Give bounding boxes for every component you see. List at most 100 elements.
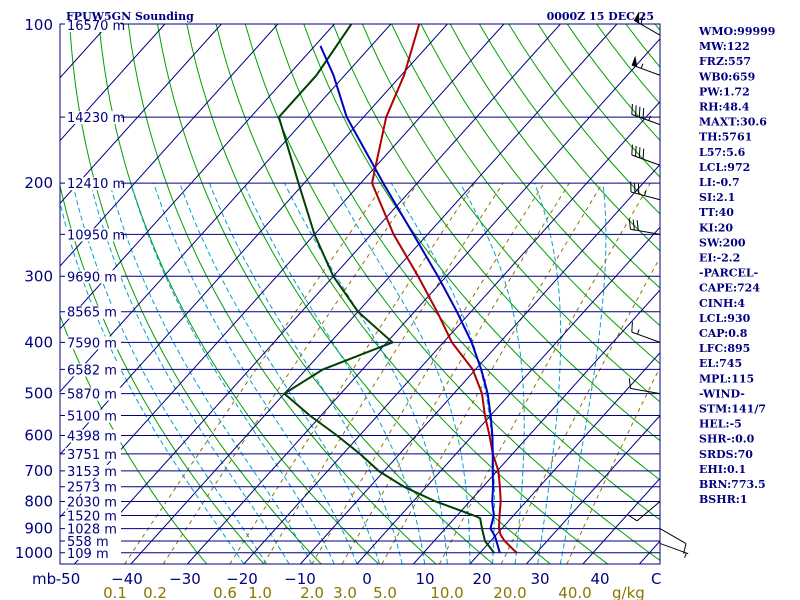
mixing-ratio-label: 0.1 (103, 584, 127, 600)
temperature-label: 20 (472, 570, 491, 588)
index-item: SI:2.1 (699, 191, 735, 204)
height-label: 109 m (67, 547, 109, 562)
index-item: -WIND- (699, 387, 745, 400)
temperature-label: −40 (111, 570, 143, 588)
wind-barb (630, 181, 661, 201)
temperature-labels: -50 −40 −30 −20 −10 0 10 20 30 40 (56, 570, 610, 588)
pressure-label: 200 (24, 174, 53, 192)
wind-barb-full (638, 106, 641, 118)
height-label: 5100 m (67, 410, 117, 425)
wind-barb-full (642, 108, 645, 119)
temperature-label: 0 (362, 570, 372, 588)
index-item: FRZ:557 (699, 55, 751, 68)
mixing-ratio-label: 1.0 (248, 584, 272, 600)
temperature-label: 40 (590, 570, 609, 588)
wind-barb-flag (631, 55, 638, 67)
height-label: 4398 m (67, 429, 117, 444)
wind-barb-full (635, 145, 637, 157)
index-item: SW:200 (699, 236, 746, 249)
height-label: 6582 m (67, 363, 117, 378)
index-item: WMO:99999 (698, 25, 775, 38)
wind-barb-shaft (631, 113, 661, 126)
height-label: 3153 m (67, 465, 117, 480)
wind-barb-shaft (630, 191, 661, 201)
indices-panel: WMO:99999 MW:122 FRZ:557 WB0:659 PW:1.72 RH:4… (698, 25, 775, 506)
index-item: MW:122 (699, 40, 750, 53)
wind-barb-half (640, 63, 644, 69)
chart-date: 0000Z 15 DEC 25 (547, 10, 654, 23)
isotherm-line (60, 24, 448, 456)
wind-barb-shaft (659, 542, 689, 555)
height-label: 14230 m (67, 111, 125, 126)
pressure-label: 100 (24, 16, 53, 34)
temperature-label: 10 (415, 570, 434, 588)
isotherm-line (60, 24, 392, 393)
isotherm-line (243, 100, 660, 564)
pressure-label: 900 (24, 520, 53, 538)
height-label-bg (65, 305, 121, 319)
isotherm-line (74, 24, 561, 564)
dry-adiabat-line (244, 24, 660, 561)
wind-barb-half (684, 552, 687, 558)
height-label-bg (65, 111, 121, 125)
moist-adiabat-line (130, 183, 335, 564)
index-item: STM:141/7 (699, 403, 766, 416)
moist-adiabat-line (243, 182, 426, 564)
height-label-bg (65, 363, 121, 377)
moist-adiabat-line (153, 183, 358, 564)
moist-adiabats (60, 182, 607, 564)
index-item: TH:5761 (699, 131, 752, 144)
mixing-ratio-label: 10.0 (430, 584, 463, 600)
height-label: 1028 m (67, 523, 117, 538)
pressure-label: 800 (24, 493, 53, 511)
mixing-ratio-line (124, 182, 386, 564)
mixing-ratio-lines (124, 182, 660, 564)
index-item: EL:745 (699, 357, 742, 370)
wind-barb-full (631, 321, 633, 333)
index-item: SRDS:70 (699, 448, 753, 461)
wind-barb-shaft (631, 154, 661, 166)
dry-adiabat-line (391, 24, 660, 365)
height-label: 9690 m (67, 270, 117, 285)
moist-adiabat-line (459, 182, 525, 564)
height-label: 7590 m (67, 336, 117, 351)
height-label-bg (65, 270, 121, 284)
wind-barbs (628, 11, 689, 558)
chart-title: FPUW5GN Sounding (66, 10, 194, 23)
index-item: KI:20 (699, 221, 733, 234)
mixing-ratio-line (566, 366, 660, 564)
moist-adiabat-line (209, 183, 403, 564)
pressure-label: 600 (24, 426, 53, 444)
isotherm-line (526, 414, 660, 564)
mixing-ratio-line (229, 182, 476, 564)
index-item: CAP:0.8 (699, 327, 748, 340)
height-label-bg (65, 429, 121, 443)
wind-barb-full (628, 377, 631, 389)
dry-adiabat-line (186, 24, 551, 564)
height-label: 12410 m (67, 177, 125, 192)
wind-barb (631, 321, 661, 343)
mixing-ratio-label: 2.0 (300, 584, 324, 600)
temperature-unit: C (651, 570, 661, 588)
isotherm-line (60, 24, 279, 267)
height-label-bg (65, 464, 121, 478)
wind-barb-full (631, 144, 633, 156)
height-label-bg (65, 387, 121, 401)
moist-adiabat-line (559, 183, 607, 564)
height-label-bg (65, 546, 121, 560)
wind-barb-full (638, 147, 641, 158)
mixing-ratio-label: 0.6 (213, 584, 237, 600)
profile-line (319, 45, 501, 554)
dry-adiabat-line (332, 24, 660, 442)
profile-line (277, 24, 495, 554)
temperature-label: -50 (56, 570, 81, 588)
wind-barb-full (628, 514, 638, 522)
isotherm-line (60, 24, 222, 205)
dry-adiabat-line (127, 24, 437, 564)
pressure-label: 1000 (15, 544, 53, 562)
dry-adiabat-line (361, 24, 660, 403)
mixing-ratio-label: 5.0 (373, 584, 397, 600)
index-item: SHR-:0.0 (699, 433, 755, 446)
wind-barb-full (635, 105, 637, 116)
